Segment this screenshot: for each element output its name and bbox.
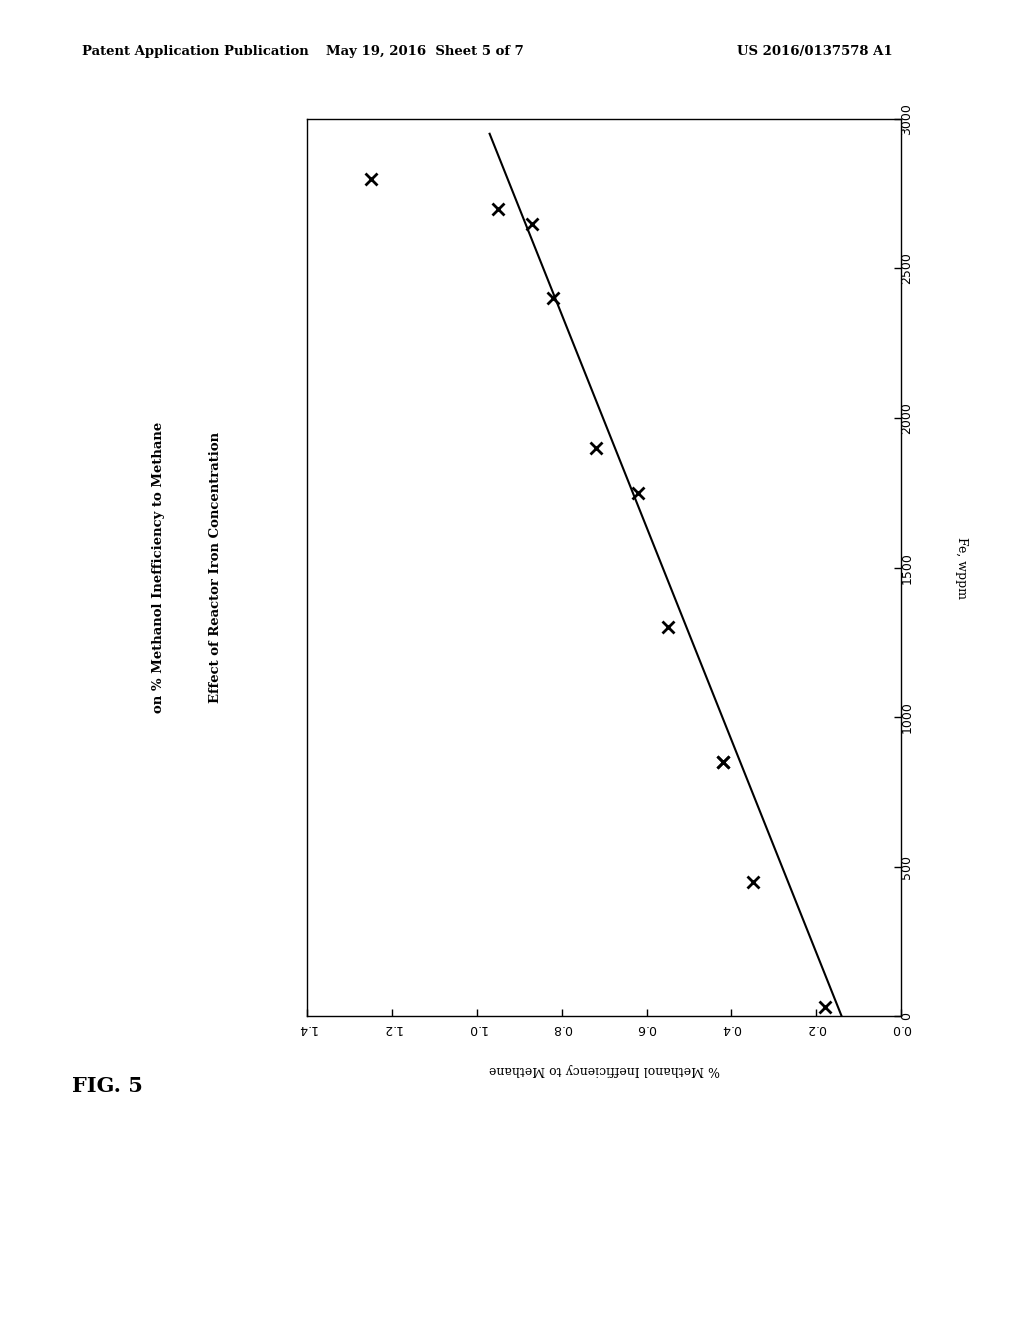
Text: US 2016/0137578 A1: US 2016/0137578 A1	[737, 45, 893, 58]
X-axis label: % Methanol Inefficiency to Methane: % Methanol Inefficiency to Methane	[488, 1063, 720, 1076]
Text: Effect of Reactor Iron Concentration: Effect of Reactor Iron Concentration	[209, 432, 221, 704]
Text: FIG. 5: FIG. 5	[72, 1076, 142, 1096]
Text: on % Methanol Inefficiency to Methane: on % Methanol Inefficiency to Methane	[153, 422, 165, 713]
Y-axis label: Fe, wppm: Fe, wppm	[954, 537, 968, 598]
Text: May 19, 2016  Sheet 5 of 7: May 19, 2016 Sheet 5 of 7	[326, 45, 524, 58]
Text: Patent Application Publication: Patent Application Publication	[82, 45, 308, 58]
